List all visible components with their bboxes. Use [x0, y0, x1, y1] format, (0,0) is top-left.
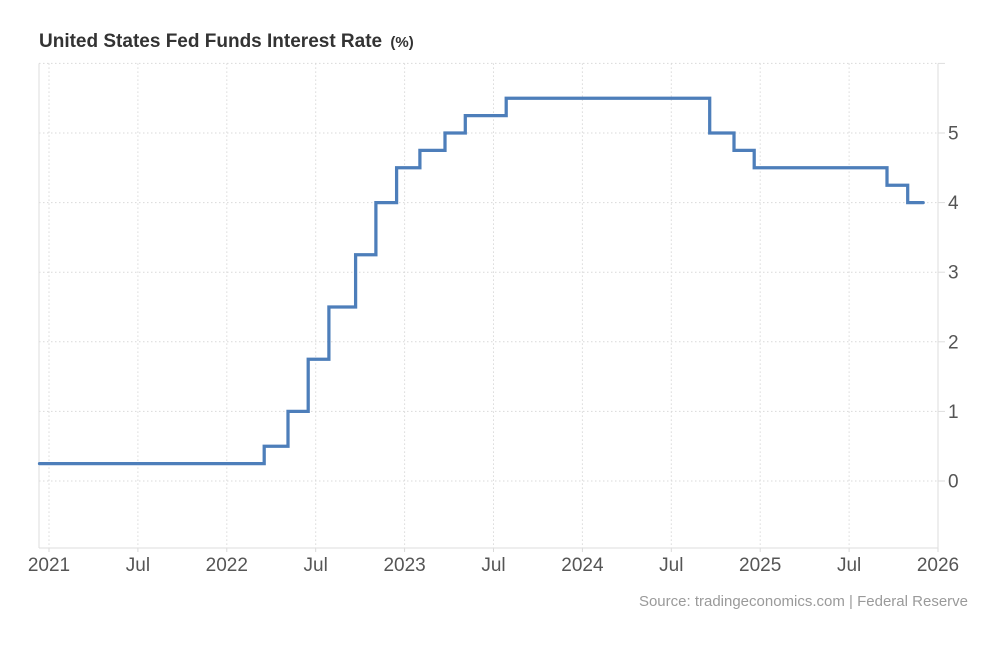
- chart-title-text: United States Fed Funds Interest Rate: [39, 31, 383, 52]
- fed-funds-rate-line: [37, 96, 925, 466]
- y-axis-label: 2: [948, 332, 959, 353]
- x-axis-label: 2026: [917, 555, 959, 576]
- y-axis-label: 0: [948, 472, 959, 493]
- x-axis-label: 2024: [561, 555, 604, 576]
- source-attribution: Source: tradingeconomics.com | Federal R…: [638, 593, 968, 610]
- x-axis-label: Jul: [304, 555, 328, 576]
- y-axis-label: 4: [948, 193, 959, 214]
- y-axis-label: 5: [948, 124, 959, 145]
- x-axis-label: Jul: [837, 555, 861, 576]
- x-axis-label: Jul: [659, 555, 683, 576]
- y-axis-label: 3: [948, 263, 959, 284]
- x-axis-label: 2022: [206, 555, 248, 576]
- chart-title-unit: (%): [390, 34, 414, 51]
- x-axis-label: 2021: [28, 555, 70, 576]
- y-axis-label: 1: [948, 402, 959, 423]
- chart-title: United States Fed Funds Interest Rate (%…: [39, 31, 414, 53]
- x-axis-label: 2025: [739, 555, 781, 576]
- x-axis-label: Jul: [481, 555, 505, 576]
- x-axis-label: 2023: [383, 555, 425, 576]
- x-axis-label: Jul: [126, 555, 150, 576]
